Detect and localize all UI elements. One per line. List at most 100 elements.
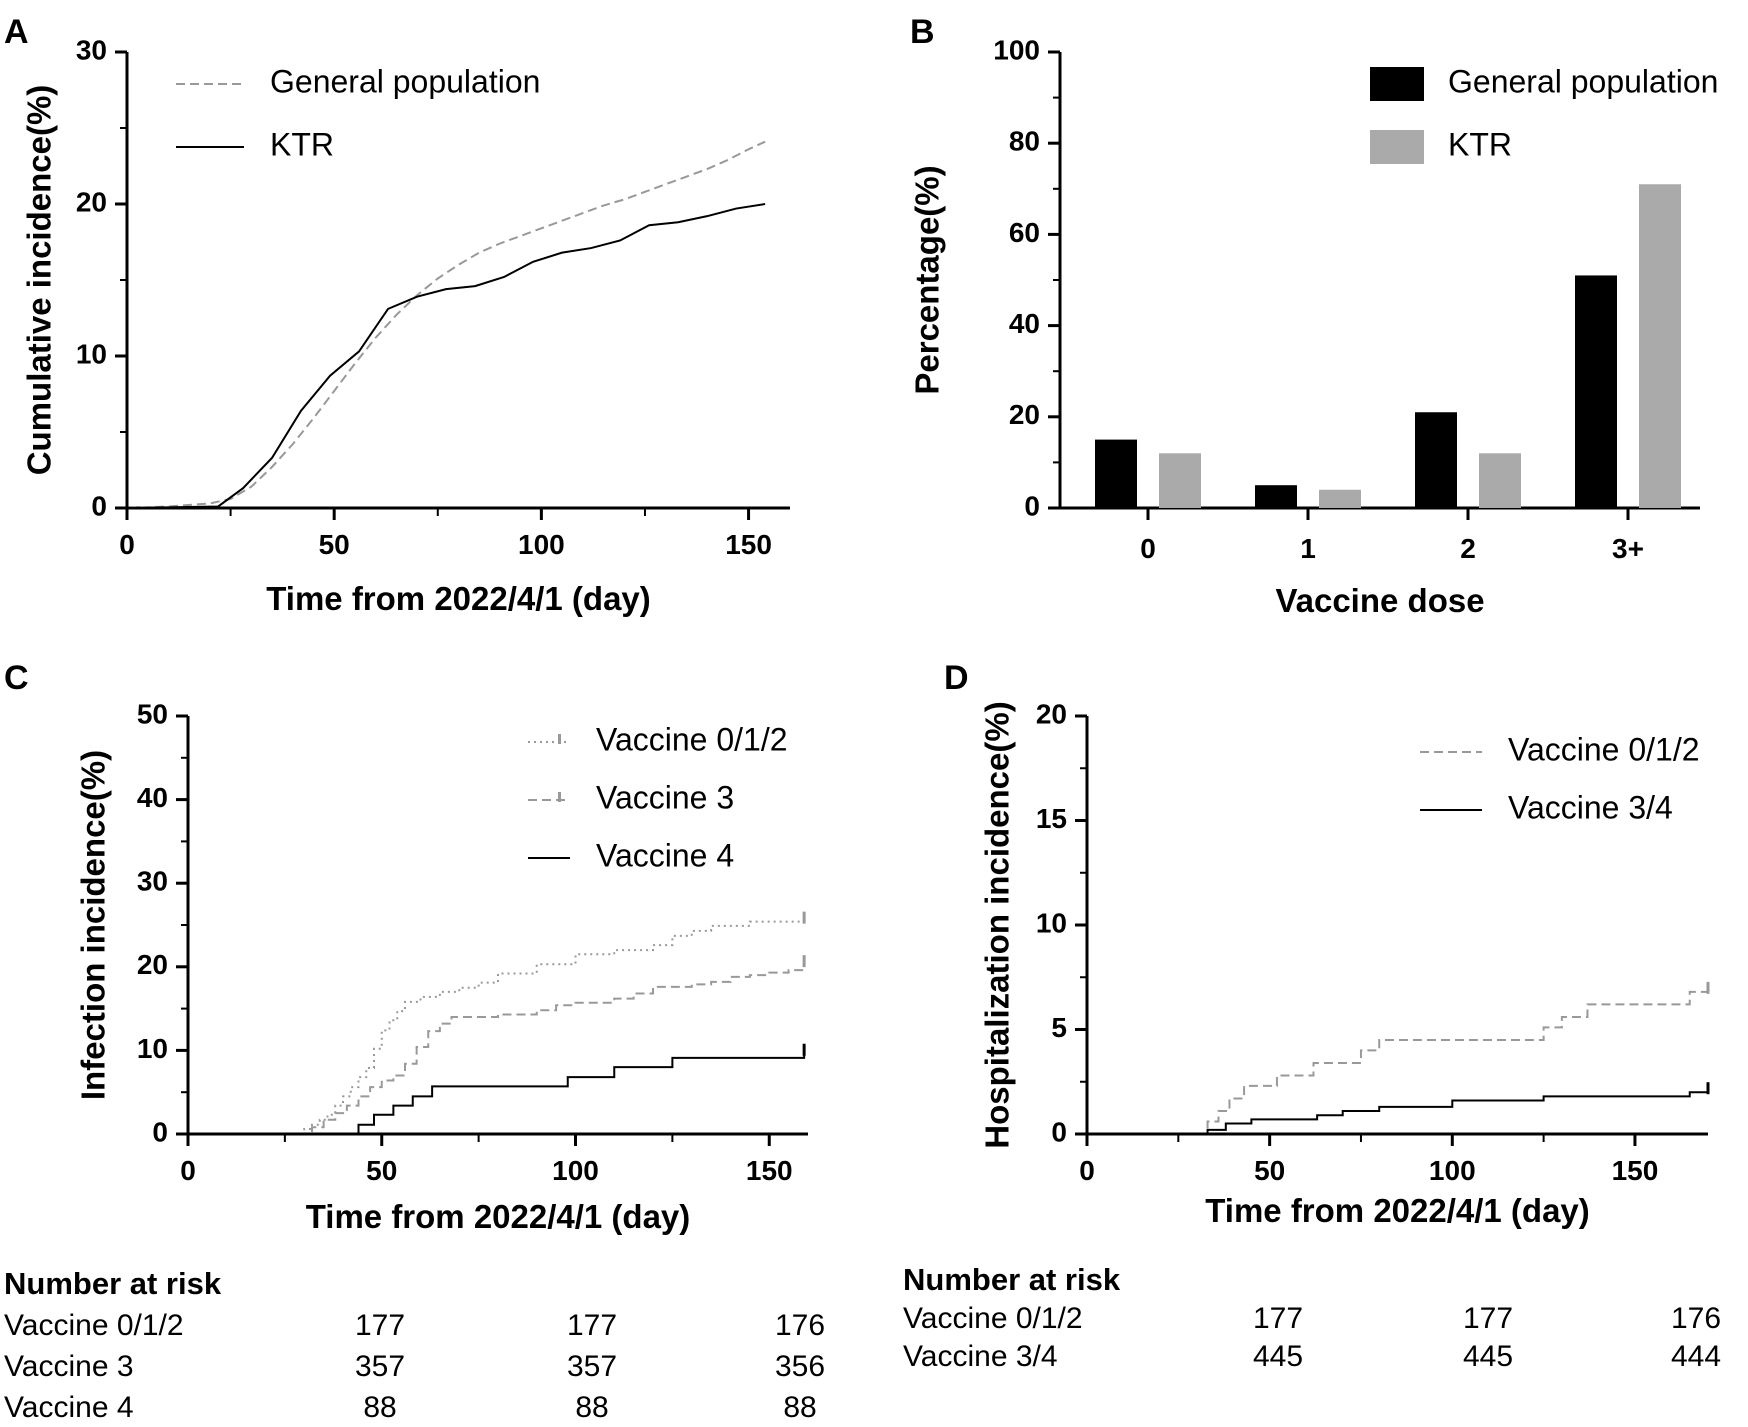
x-tick-label: 3+ (1612, 533, 1644, 564)
risk-row-value: 357 (355, 1350, 405, 1383)
chart-panel-d: 0 5 10 15 20 Hospitalization incidence(%) Time… (979, 698, 1710, 1229)
y-tick-label: 100 (993, 34, 1040, 65)
risk-row-value: 177 (1463, 1302, 1513, 1335)
y-tick-label: 5 (1051, 1012, 1067, 1043)
y-tick-label: 15 (1036, 803, 1067, 834)
risk-row-label: Vaccine 4 (4, 1391, 134, 1424)
chart-panel-c: 0 10 20 30 40 50 Infection incidence(%) Time fr… (75, 698, 808, 1235)
risk-row-value: 177 (1253, 1302, 1303, 1335)
y-tick-label: 40 (137, 782, 168, 813)
y-tick-label: 10 (1036, 907, 1067, 938)
y-tick-label: 20 (1009, 399, 1040, 430)
panel-label-d: D (944, 659, 969, 697)
series-line-general-population (126, 140, 766, 509)
legend-swatch (1370, 130, 1424, 164)
x-axis-label: Vaccine dose (1275, 582, 1484, 619)
chart-panel-b: 0 20 40 60 80 100 Percentage(%) Vaccine dose 0 1 2… (909, 34, 1719, 619)
x-axis-label: Time from 2022/4/1 (day) (1205, 1192, 1590, 1229)
risk-row-label: Vaccine 0/1/2 (4, 1309, 184, 1342)
legend-label: Vaccine 3 (596, 779, 734, 815)
bar-general-population-2 (1415, 412, 1457, 508)
series-line-vaccine-3 (188, 965, 806, 1135)
y-axis-label: Cumulative incidence(%) (21, 85, 58, 476)
series-line-vaccine-4 (188, 1053, 806, 1135)
series-line-vaccine-0-1-2 (1087, 990, 1708, 1135)
series-line-vaccine-0-1-2 (188, 920, 805, 1135)
y-tick-label: 0 (152, 1116, 168, 1147)
bar-ktr-1 (1319, 489, 1361, 508)
risk-table-title: Number at risk (4, 1266, 222, 1301)
x-tick-label: 100 (552, 1155, 599, 1186)
x-tick-label: 2 (1460, 533, 1476, 564)
risk-row-value: 88 (575, 1391, 608, 1424)
x-tick-label: 50 (366, 1155, 397, 1186)
x-tick-label: 150 (725, 529, 772, 560)
x-tick-label: 0 (1079, 1155, 1095, 1186)
series-line-ktr (126, 203, 766, 509)
legend-label: KTR (270, 126, 334, 162)
x-tick-label: 100 (1429, 1155, 1476, 1186)
bar-general-population-3+ (1575, 275, 1617, 508)
risk-row-value: 356 (775, 1350, 825, 1383)
legend-label: General population (1448, 63, 1718, 99)
chart-panel-a: 0 10 20 30 Cumulative incidence(%) Time from … (21, 34, 790, 617)
y-tick-label: 50 (137, 698, 168, 729)
bar-ktr-3+ (1639, 184, 1681, 509)
y-tick-label: 10 (137, 1033, 168, 1064)
bar-general-population-0 (1095, 439, 1137, 508)
y-axis-label: Percentage(%) (909, 165, 946, 394)
x-tick-label: 0 (119, 529, 135, 560)
risk-row-label: Vaccine 3 (4, 1350, 134, 1383)
legend-swatch (1370, 67, 1424, 101)
y-tick-label: 30 (76, 34, 107, 65)
y-tick-label: 40 (1009, 308, 1040, 339)
legend-label: Vaccine 0/1/2 (596, 721, 788, 757)
y-tick-label: 10 (76, 338, 107, 369)
y-tick-label: 0 (1051, 1116, 1067, 1147)
panel-label-a: A (4, 13, 29, 51)
y-tick-label: 20 (1036, 698, 1067, 729)
panel-label-c: C (4, 659, 29, 697)
y-tick-label: 20 (137, 949, 168, 980)
bar-general-population-1 (1255, 485, 1297, 508)
risk-row-value: 445 (1463, 1340, 1513, 1373)
y-tick-label: 0 (91, 490, 107, 521)
risk-row-value: 88 (363, 1391, 396, 1424)
legend-label: KTR (1448, 126, 1512, 162)
legend-label: Vaccine 0/1/2 (1508, 731, 1700, 767)
y-tick-label: 30 (137, 866, 168, 897)
x-tick-label: 150 (746, 1155, 793, 1186)
x-tick-label: 50 (1254, 1155, 1285, 1186)
x-tick-label: 150 (1612, 1155, 1659, 1186)
x-axis-label: Time from 2022/4/1 (day) (266, 580, 651, 617)
risk-row-value: 177 (355, 1309, 405, 1342)
y-axis-label: Hospitalization incidence(%) (979, 701, 1016, 1148)
risk-row-label: Vaccine 3/4 (903, 1340, 1058, 1373)
y-tick-label: 0 (1024, 490, 1040, 521)
x-axis-label: Time from 2022/4/1 (day) (306, 1198, 691, 1235)
bar-ktr-2 (1479, 453, 1521, 508)
risk-row-value: 176 (775, 1309, 825, 1342)
risk-row-value: 445 (1253, 1340, 1303, 1373)
risk-table-c: Number at risk Vaccine 0/1/2 177 177 176 Vacc… (4, 1266, 825, 1424)
x-tick-label: 100 (518, 529, 565, 560)
risk-row-value: 176 (1671, 1302, 1721, 1335)
x-tick-label: 1 (1300, 533, 1316, 564)
legend-label: General population (270, 63, 540, 99)
y-axis-label: Infection incidence(%) (75, 750, 112, 1100)
panel-label-b: B (910, 13, 935, 51)
risk-row-value: 88 (783, 1391, 816, 1424)
y-tick-label: 80 (1009, 126, 1040, 157)
risk-row-value: 177 (567, 1309, 617, 1342)
series-line-vaccine-3-4 (1087, 1091, 1708, 1135)
y-tick-label: 60 (1009, 217, 1040, 248)
risk-table-d: Number at risk Vaccine 0/1/2 177 177 176 Vacc… (903, 1262, 1721, 1373)
bar-ktr-0 (1159, 453, 1201, 508)
risk-row-value: 357 (567, 1350, 617, 1383)
risk-row-label: Vaccine 0/1/2 (903, 1302, 1083, 1335)
legend-label: Vaccine 4 (596, 837, 734, 873)
y-tick-label: 20 (76, 186, 107, 217)
risk-table-title: Number at risk (903, 1262, 1121, 1297)
x-tick-label: 50 (319, 529, 350, 560)
